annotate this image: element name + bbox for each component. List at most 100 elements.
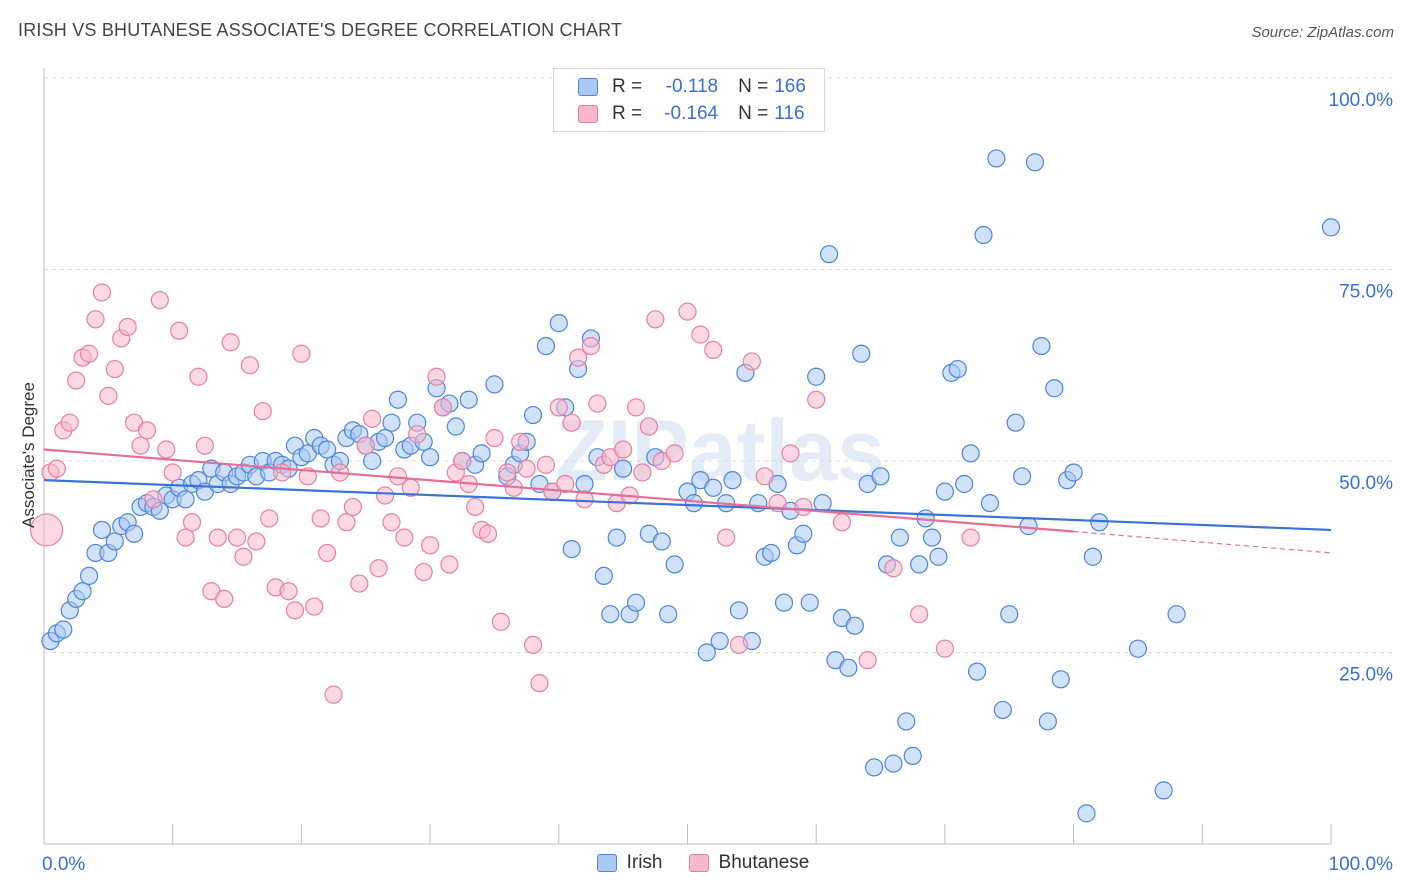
data-point <box>292 344 311 363</box>
x-tick-label: 100.0% <box>1329 854 1394 875</box>
data-point <box>440 555 459 574</box>
data-point <box>105 532 124 551</box>
n-value-irish: 166 <box>774 76 806 97</box>
data-point <box>1128 639 1148 658</box>
data-point <box>433 398 453 417</box>
data-point <box>794 497 813 517</box>
data-point <box>285 601 305 620</box>
data-point <box>890 528 909 547</box>
y-tick-label: 100.0% <box>1329 90 1394 111</box>
data-point <box>948 359 967 379</box>
data-point <box>929 547 948 566</box>
data-point <box>182 513 202 532</box>
data-point <box>626 398 646 417</box>
data-point <box>1019 517 1038 536</box>
data-point <box>427 367 446 386</box>
data-point <box>961 444 980 463</box>
data-point <box>253 402 272 421</box>
data-point <box>170 321 189 340</box>
data-point <box>639 417 658 436</box>
data-point <box>356 436 375 455</box>
data-point <box>774 593 794 612</box>
data-point <box>614 459 633 478</box>
r-label: R = <box>612 76 643 97</box>
data-point <box>1006 413 1025 432</box>
data-point <box>523 635 543 654</box>
data-point <box>845 616 864 635</box>
data-point <box>762 543 781 563</box>
data-point <box>337 513 356 532</box>
bhutanese-trend-extension <box>1073 530 1332 554</box>
data-point <box>279 582 298 601</box>
data-point <box>1077 804 1096 823</box>
data-point <box>704 340 723 360</box>
data-point <box>910 555 929 574</box>
data-point <box>453 451 472 471</box>
data-point <box>491 612 510 631</box>
data-point <box>414 562 433 582</box>
data-point <box>575 490 594 509</box>
data-point <box>852 344 871 363</box>
data-point <box>137 421 157 440</box>
data-point <box>646 310 665 329</box>
bhutanese-points <box>29 283 980 704</box>
data-point <box>523 405 543 425</box>
chart-title: IRISH VS BHUTANESE ASSOCIATE'S DEGREE CO… <box>18 20 623 40</box>
data-point <box>858 651 877 670</box>
data-point <box>1045 379 1064 398</box>
data-point <box>633 463 652 482</box>
legend-item-bhutanese[interactable]: Bhutanese <box>688 852 809 874</box>
data-point <box>697 643 716 662</box>
data-point <box>67 371 86 390</box>
data-point <box>92 520 112 540</box>
data-point <box>626 593 646 612</box>
data-point <box>678 302 697 321</box>
bhutanese-swatch <box>688 854 709 872</box>
data-point <box>421 448 440 467</box>
data-point <box>517 459 536 478</box>
data-point <box>466 497 485 517</box>
data-point <box>150 291 169 310</box>
r-value-irish: -0.118 <box>665 76 719 97</box>
data-point <box>343 497 362 517</box>
y-tick-label: 50.0% <box>1339 473 1393 494</box>
bhutanese-trend-line <box>43 448 1074 533</box>
legend-item-irish[interactable]: Irish <box>596 852 663 874</box>
data-point <box>614 440 633 459</box>
data-point <box>144 490 163 509</box>
data-point <box>1064 463 1083 482</box>
data-point <box>131 436 150 455</box>
x-tick-label: 0.0% <box>42 854 85 875</box>
data-point <box>935 482 955 501</box>
data-point <box>832 513 852 532</box>
data-point <box>478 524 498 543</box>
n-label: N = <box>738 103 769 124</box>
series-legend: Irish Bhutanese <box>0 852 1406 874</box>
data-point <box>260 509 279 528</box>
irish-swatch <box>596 854 617 872</box>
data-point <box>980 494 1000 513</box>
data-point <box>659 605 678 624</box>
data-point <box>1032 337 1051 356</box>
data-point <box>375 486 395 505</box>
data-point <box>865 758 884 777</box>
data-point <box>60 413 79 432</box>
data-point <box>311 509 330 528</box>
data-point <box>742 352 761 371</box>
data-point <box>807 390 826 409</box>
data-point <box>1038 712 1057 731</box>
data-point <box>839 658 858 677</box>
data-point <box>974 225 993 245</box>
data-point <box>369 559 388 578</box>
data-point <box>871 467 890 486</box>
y-axis-label: Associate's Degree <box>19 382 38 528</box>
data-point <box>903 746 922 766</box>
data-point <box>665 555 684 574</box>
data-point <box>195 436 214 455</box>
data-point <box>234 547 253 566</box>
data-point <box>549 314 568 333</box>
data-point <box>29 513 64 547</box>
data-point <box>92 283 112 302</box>
data-point <box>1013 467 1032 486</box>
